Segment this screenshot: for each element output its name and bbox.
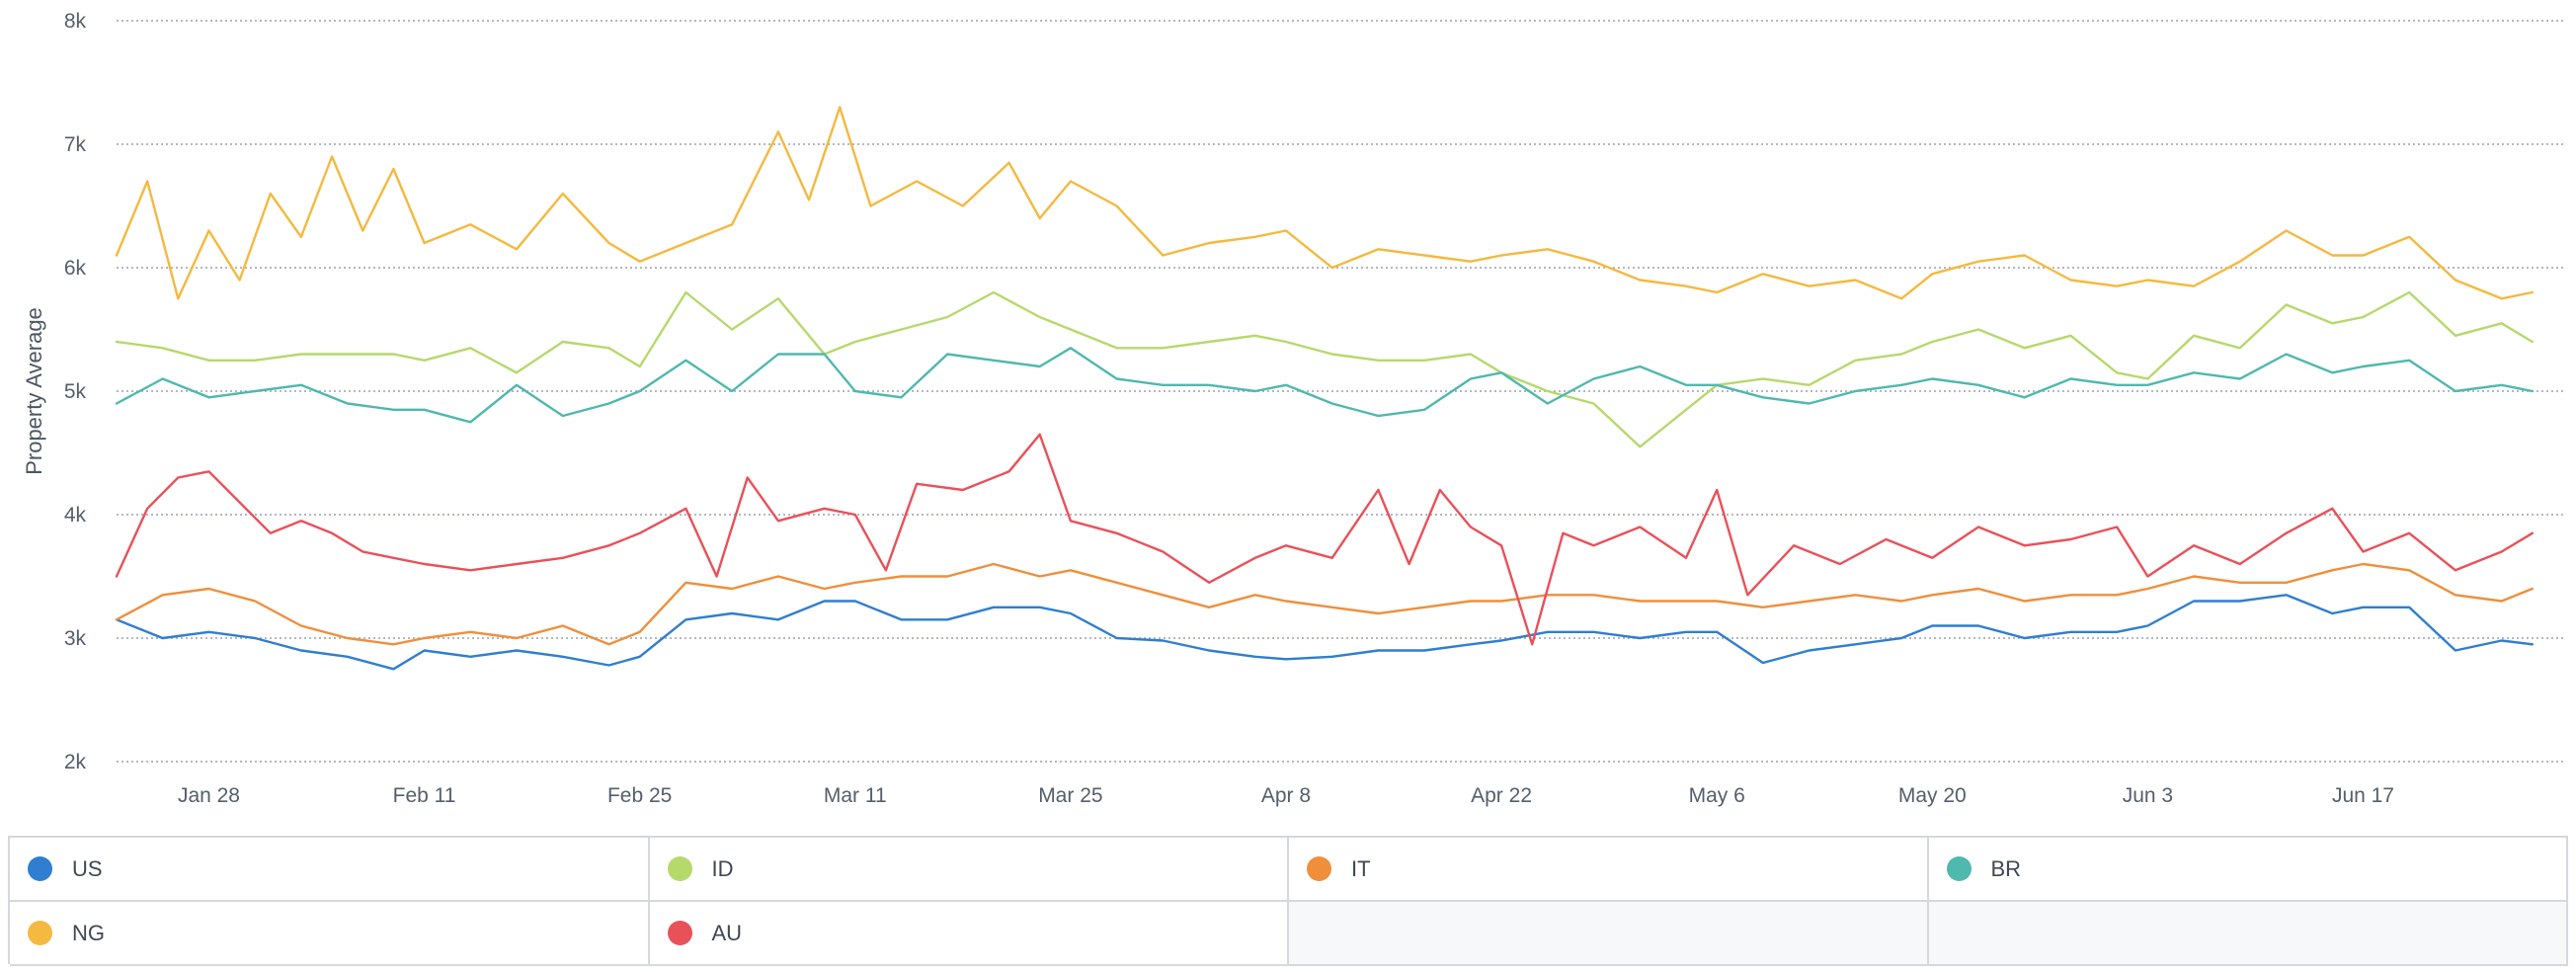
series-line-us[interactable] [115,594,2534,671]
legend-label: AU [711,920,743,945]
legend-dot-icon [28,921,52,945]
gridlines [117,20,2563,763]
legend-item-us[interactable]: US [10,838,650,902]
legend-label: ID [711,855,734,881]
x-tick-label: Apr 8 [1261,784,1311,807]
legend-dot-icon [667,921,692,945]
legend-label: NG [72,920,105,945]
legend-dot-icon [1307,856,1331,881]
x-tick-label: Jun 17 [2332,784,2394,807]
y-tick-label: 4k [64,504,87,526]
legend-item-au[interactable]: AU [649,902,1289,966]
line-chart: 2k 3k 4k 5k 6k 7k 8k Jan 28 Feb 11 Feb 25 Mar 11 M… [8,10,2568,966]
chart-svg: 2k 3k 4k 5k 6k 7k 8k Jan 28 Feb 11 Feb 25 Mar 11 M… [22,10,2563,807]
x-tick-label: May 6 [1689,784,1745,807]
y-tick-label: 7k [64,133,87,156]
x-tick-label: Apr 22 [1471,784,1532,807]
x-tick-label: Jan 28 [178,784,240,807]
legend-label: BR [1990,855,2022,881]
y-tick-label: 3k [64,627,87,650]
y-tick-label: 6k [64,257,87,280]
series-line-id[interactable] [115,290,2534,448]
series-line-ng[interactable] [115,106,2534,300]
series-line-br[interactable] [115,347,2534,424]
x-tick-label: Mar 25 [1038,784,1102,807]
x-axis-ticks: Jan 28 Feb 11 Feb 25 Mar 11 Mar 25 Apr 8 Apr 2… [178,784,2394,807]
legend-label: US [72,855,103,881]
legend: US ID IT BR NG AU [8,836,2568,966]
series-line-it[interactable] [115,562,2534,646]
x-tick-label: Feb 25 [607,784,672,807]
series-lines [115,106,2534,671]
legend-item-ng[interactable]: NG [10,902,650,966]
y-axis-title: Property Average [22,307,46,475]
legend-empty-cell [1289,902,1929,966]
y-tick-label: 5k [64,380,87,403]
legend-dot-icon [1946,856,1972,881]
legend-empty-cell [1928,902,2568,966]
x-tick-label: Jun 3 [2123,784,2173,807]
legend-item-id[interactable]: ID [649,838,1289,902]
legend-dot-icon [28,856,52,881]
x-tick-label: May 20 [1898,784,1967,807]
x-tick-label: Feb 11 [393,784,456,807]
y-tick-label: 2k [64,751,87,773]
legend-item-br[interactable]: BR [1928,838,2568,902]
y-tick-label: 8k [64,10,87,33]
series-line-au[interactable] [115,433,2534,646]
y-axis-ticks: 2k 3k 4k 5k 6k 7k 8k [64,10,87,773]
legend-dot-icon [667,856,692,881]
legend-item-it[interactable]: IT [1289,838,1929,902]
legend-label: IT [1351,855,1371,881]
x-tick-label: Mar 11 [824,784,887,807]
